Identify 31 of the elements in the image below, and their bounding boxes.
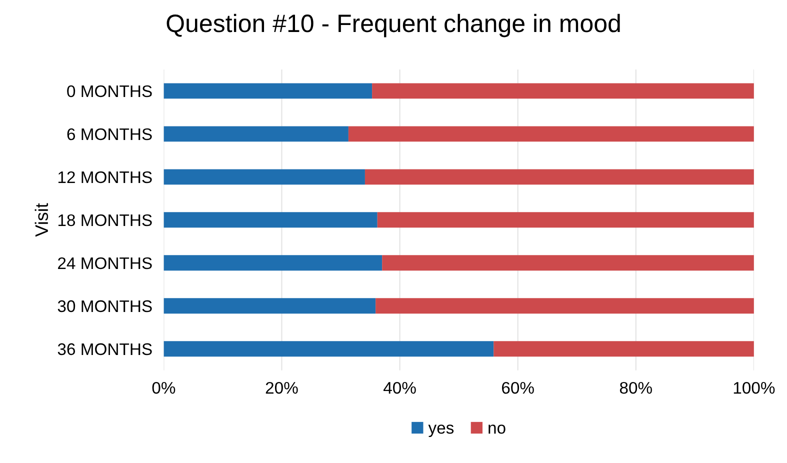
y-tick-label: 18 MONTHS xyxy=(58,214,152,226)
bar xyxy=(364,169,754,185)
bar xyxy=(164,212,378,228)
bar xyxy=(348,126,754,142)
bar xyxy=(494,341,754,357)
bar xyxy=(376,298,754,314)
bar xyxy=(382,255,754,271)
x-tick-label: 80% xyxy=(620,382,652,394)
x-tick-label: 20% xyxy=(266,382,298,394)
bar xyxy=(164,298,376,314)
chart-title: Question #10 - Frequent change in mood xyxy=(166,14,620,38)
y-tick-label: 0 MONTHS xyxy=(67,85,152,98)
bar xyxy=(164,83,372,99)
y-tick-label: 30 MONTHS xyxy=(58,300,152,312)
y-tick-label: 6 MONTHS xyxy=(67,128,152,140)
bar xyxy=(164,126,348,142)
y-axis-title: Visit xyxy=(34,203,48,237)
x-tick-label: 100% xyxy=(734,382,775,394)
legend-label: no xyxy=(488,424,506,434)
y-tick-label: 24 MONTHS xyxy=(58,257,152,270)
x-tick-label: 60% xyxy=(502,382,534,394)
bar xyxy=(164,255,382,271)
bar xyxy=(377,212,754,228)
x-tick-label: 0% xyxy=(152,382,176,394)
bar xyxy=(164,169,365,185)
bar xyxy=(164,341,494,357)
x-tick-label: 40% xyxy=(384,382,416,394)
legend-label: yes xyxy=(428,424,454,438)
y-tick-label: 12 MONTHS xyxy=(58,171,152,184)
bar xyxy=(372,83,754,99)
y-tick-label: 36 MONTHS xyxy=(58,343,152,356)
